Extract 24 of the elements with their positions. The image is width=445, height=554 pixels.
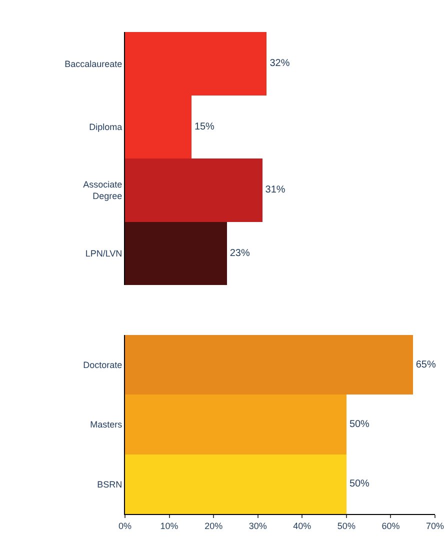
y-tick-label: Associate Degree [83, 179, 122, 202]
y-tick-label: Doctorate [83, 360, 122, 370]
y-tick-label: BSRN [97, 479, 122, 490]
x-tick-label: 10% [160, 520, 178, 531]
x-tick-label: 60% [382, 520, 400, 531]
y-tick-label: Masters [90, 420, 123, 430]
y-tick-label: Diploma [89, 122, 122, 132]
data-label: 23% [230, 248, 250, 259]
bar [125, 158, 262, 222]
data-label: 50% [349, 478, 370, 490]
x-tick-label: 50% [337, 520, 356, 531]
x-tick-label: 30% [248, 520, 267, 531]
y-tick-label: LPN/LVN [85, 248, 122, 259]
data-label: 15% [194, 121, 215, 132]
bar [125, 222, 227, 285]
data-label: 65% [416, 359, 436, 370]
data-label: 31% [265, 184, 286, 196]
data-label: 32% [270, 58, 290, 70]
y-tick-label: Baccalaureate [64, 58, 122, 69]
x-tick-label: 70% [426, 520, 444, 531]
x-tick-label: 20% [204, 520, 223, 531]
data-label: 50% [349, 419, 370, 430]
x-tick-label: 40% [293, 520, 312, 531]
x-tick-label: 0% [118, 520, 132, 531]
